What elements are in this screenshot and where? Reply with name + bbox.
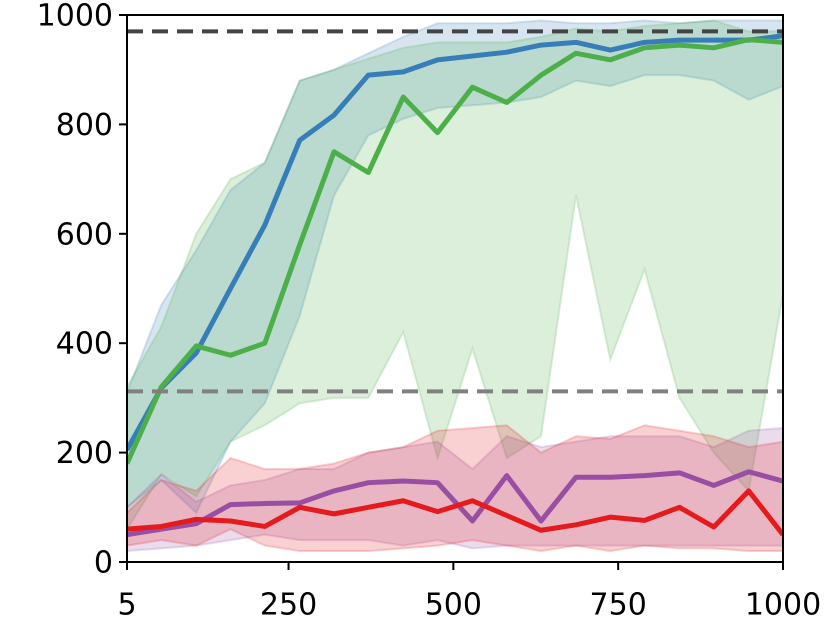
y-tick-label: 400 xyxy=(56,327,113,362)
y-tick-label: 0 xyxy=(94,546,113,581)
y-tick-label: 600 xyxy=(56,217,113,252)
x-tick-label: 750 xyxy=(590,588,647,623)
x-tick-label: 250 xyxy=(260,588,317,623)
series-line xyxy=(127,33,783,452)
axes-frame xyxy=(126,14,784,563)
series-line xyxy=(127,488,783,537)
y-tick-label: 1000 xyxy=(37,0,113,34)
x-tick-label: 1000 xyxy=(745,588,821,623)
x-tick-label: 500 xyxy=(425,588,482,623)
y-tick-label: 800 xyxy=(56,108,113,143)
y-tick-label: 200 xyxy=(56,436,113,471)
x-tick-label: 5 xyxy=(117,588,136,623)
series-line xyxy=(127,37,783,465)
confidence-band xyxy=(127,19,783,515)
confidence-band xyxy=(127,19,783,532)
series-line xyxy=(127,469,783,538)
plot-area xyxy=(127,19,783,553)
